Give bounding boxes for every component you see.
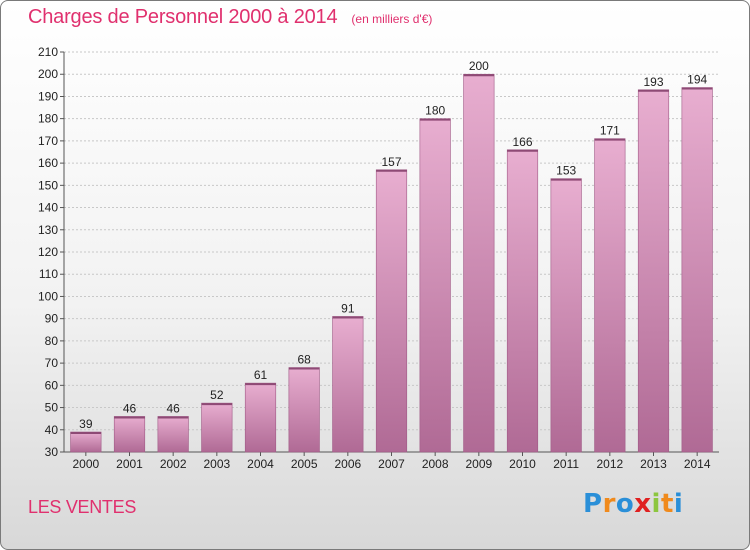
y-tick-label: 70 — [45, 356, 59, 370]
x-tick-label: 2012 — [596, 457, 623, 471]
y-tick-label: 140 — [38, 201, 58, 215]
y-tick-label: 60 — [45, 378, 59, 392]
bar-2004 — [245, 383, 276, 452]
value-label: 153 — [556, 164, 576, 178]
bar-2008 — [420, 119, 451, 452]
y-tick-label: 180 — [38, 112, 58, 126]
y-tick-label: 110 — [39, 267, 58, 281]
proxiti-logo: Proxiti — [583, 489, 683, 519]
y-tick-label: 50 — [45, 401, 59, 415]
x-tick-label: 2013 — [640, 457, 667, 471]
bar-2003 — [202, 403, 233, 452]
bar-chart: 30 40 50 60 70 80 90 100 110 120 130 140 150 160 170 18… — [1, 1, 749, 549]
x-tick-label: 2004 — [247, 457, 274, 471]
logo-letter-1: r — [603, 489, 616, 519]
x-tick-label: 2009 — [465, 457, 492, 471]
bar-2010 — [507, 150, 538, 452]
x-tick-label: 2014 — [684, 457, 711, 471]
logo-letter-0: P — [583, 489, 603, 519]
chart-frame: Charges de Personnel 2000 à 2014 (en mill… — [0, 0, 750, 550]
y-tick-label: 90 — [45, 312, 59, 326]
value-label: 39 — [79, 417, 93, 431]
y-tick-label: 30 — [45, 445, 59, 459]
y-tick-label: 80 — [45, 334, 59, 348]
x-tick-label: 2011 — [553, 457, 579, 471]
value-label: 194 — [687, 73, 707, 87]
y-tick-label: 200 — [38, 67, 58, 81]
bar-2006 — [333, 316, 364, 452]
bar-2005 — [289, 368, 320, 452]
x-tick-label: 2003 — [203, 457, 230, 471]
y-tick-label: 190 — [38, 89, 58, 103]
bar-2002 — [158, 416, 189, 452]
logo-letter-5: t — [661, 489, 674, 519]
y-tick-label: 170 — [38, 134, 58, 148]
x-tick-label: 2010 — [509, 457, 536, 471]
value-label: 157 — [381, 155, 401, 169]
bar-2009 — [464, 74, 495, 452]
value-label: 52 — [210, 388, 224, 402]
value-label: 166 — [512, 135, 532, 149]
bar-2001 — [114, 416, 145, 452]
y-tick-label: 130 — [38, 223, 58, 237]
bar-2013 — [638, 90, 669, 452]
value-label: 200 — [469, 59, 489, 73]
bar-2000 — [71, 432, 102, 452]
bar-2007 — [376, 170, 407, 452]
logo-letter-4: i — [652, 489, 661, 519]
bar-2011 — [551, 179, 582, 452]
value-label: 46 — [123, 401, 137, 415]
y-tick-label: 40 — [45, 423, 59, 437]
x-tick-label: 2005 — [291, 457, 318, 471]
y-tick-label: 150 — [38, 178, 58, 192]
value-label: 171 — [600, 124, 620, 138]
logo-letter-6: i — [674, 489, 683, 519]
value-label: 68 — [297, 353, 311, 367]
x-tick-label: 2001 — [116, 457, 143, 471]
x-tick-label: 2007 — [378, 457, 405, 471]
y-tick-label: 120 — [38, 245, 58, 259]
y-tick-label: 210 — [38, 45, 58, 59]
x-tick-label: 2008 — [422, 457, 449, 471]
logo-letter-2: o — [616, 489, 634, 519]
bar-2012 — [595, 139, 626, 452]
value-label: 61 — [254, 368, 268, 382]
bar-2014 — [682, 88, 713, 452]
value-label: 46 — [166, 401, 180, 415]
x-tick-label: 2000 — [72, 457, 99, 471]
x-tick-label: 2006 — [334, 457, 361, 471]
x-tick-label: 2002 — [160, 457, 187, 471]
logo-letter-3: x — [634, 489, 651, 519]
value-label: 180 — [425, 104, 445, 118]
commune-name: LES VENTES — [28, 497, 136, 518]
value-label: 91 — [341, 301, 355, 315]
value-label: 193 — [643, 75, 663, 89]
y-tick-label: 100 — [38, 289, 58, 303]
y-tick-label: 160 — [38, 156, 58, 170]
